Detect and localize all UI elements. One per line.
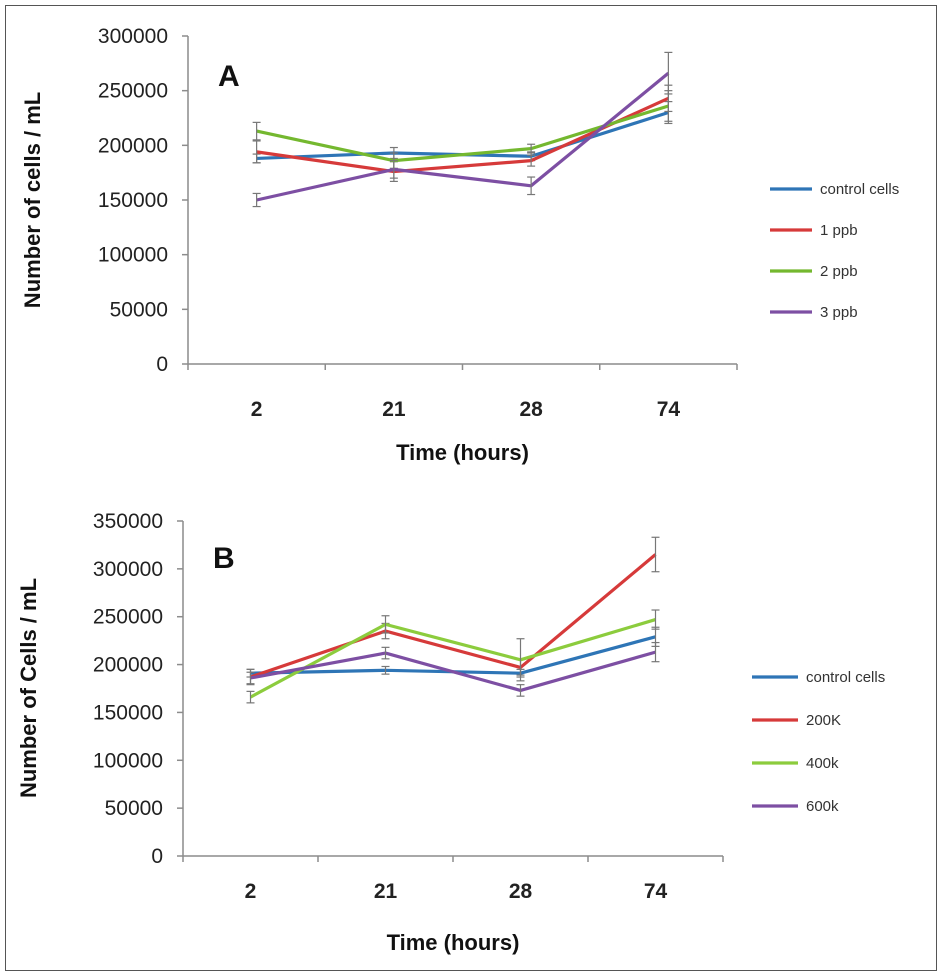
chart-panel-b: 0 50000 100000 150000 200000 250000 300000 3500… [16, 510, 885, 955]
series-line [256, 96, 670, 174]
y-tick-label: 100000 [98, 244, 168, 267]
x-tick-label: 21 [374, 880, 398, 903]
y-tick-label: 100000 [93, 749, 163, 772]
x-tick-label: 28 [509, 880, 533, 903]
y-tick-label: 50000 [110, 298, 168, 321]
y-tick-label: 50000 [105, 797, 163, 820]
legend-label: 3 ppb [820, 304, 858, 321]
y-tick-label: 200000 [93, 654, 163, 677]
legend-label: 400k [806, 755, 839, 772]
series-line [256, 111, 669, 161]
x-tick-label: 21 [382, 398, 406, 421]
x-tick-label: 28 [519, 398, 543, 421]
series-line [249, 553, 657, 679]
y-tick-label: 150000 [98, 189, 168, 212]
x-tick-label: 74 [657, 398, 681, 421]
panel-label: A [218, 60, 240, 93]
legend-label: 2 ppb [820, 263, 858, 280]
legend-label: 1 ppb [820, 222, 858, 239]
series-line [256, 71, 670, 202]
y-tick-label: 350000 [93, 510, 163, 533]
y-tick-label: 0 [151, 845, 163, 868]
x-axis-title: Time (hours) [396, 440, 529, 465]
series-line [256, 104, 669, 163]
y-axis-title: Number of cells / mL [20, 92, 45, 308]
y-tick-label: 300000 [93, 558, 163, 581]
legend-label: control cells [820, 181, 899, 198]
y-tick-label: 0 [156, 353, 168, 376]
x-tick-label: 2 [251, 398, 263, 421]
y-tick-label: 200000 [98, 134, 168, 157]
y-tick-label: 300000 [98, 25, 168, 48]
y-tick-label: 250000 [98, 80, 168, 103]
y-tick-label: 250000 [93, 606, 163, 629]
legend-label: control cells [806, 669, 885, 686]
panel-label: B [213, 542, 235, 575]
chart-panel-a: 0 50000 100000 150000 200000 250000 300000 2 21 2… [20, 25, 899, 465]
x-tick-label: 74 [644, 880, 668, 903]
series-line [249, 618, 656, 699]
y-axis-title: Number of Cells / mL [16, 578, 41, 798]
legend-label: 200K [806, 712, 841, 729]
x-axis-title: Time (hours) [387, 930, 520, 955]
legend-label: 600k [806, 798, 839, 815]
x-tick-label: 2 [245, 880, 257, 903]
series-line [250, 650, 656, 693]
y-tick-label: 150000 [93, 701, 163, 724]
figure-frame [5, 5, 937, 971]
